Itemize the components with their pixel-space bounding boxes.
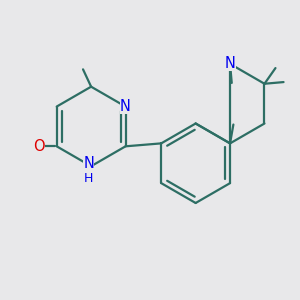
Text: N: N (83, 156, 94, 171)
Text: N: N (120, 99, 131, 114)
Text: O: O (33, 139, 45, 154)
Text: H: H (84, 172, 93, 185)
Text: N: N (225, 56, 236, 71)
